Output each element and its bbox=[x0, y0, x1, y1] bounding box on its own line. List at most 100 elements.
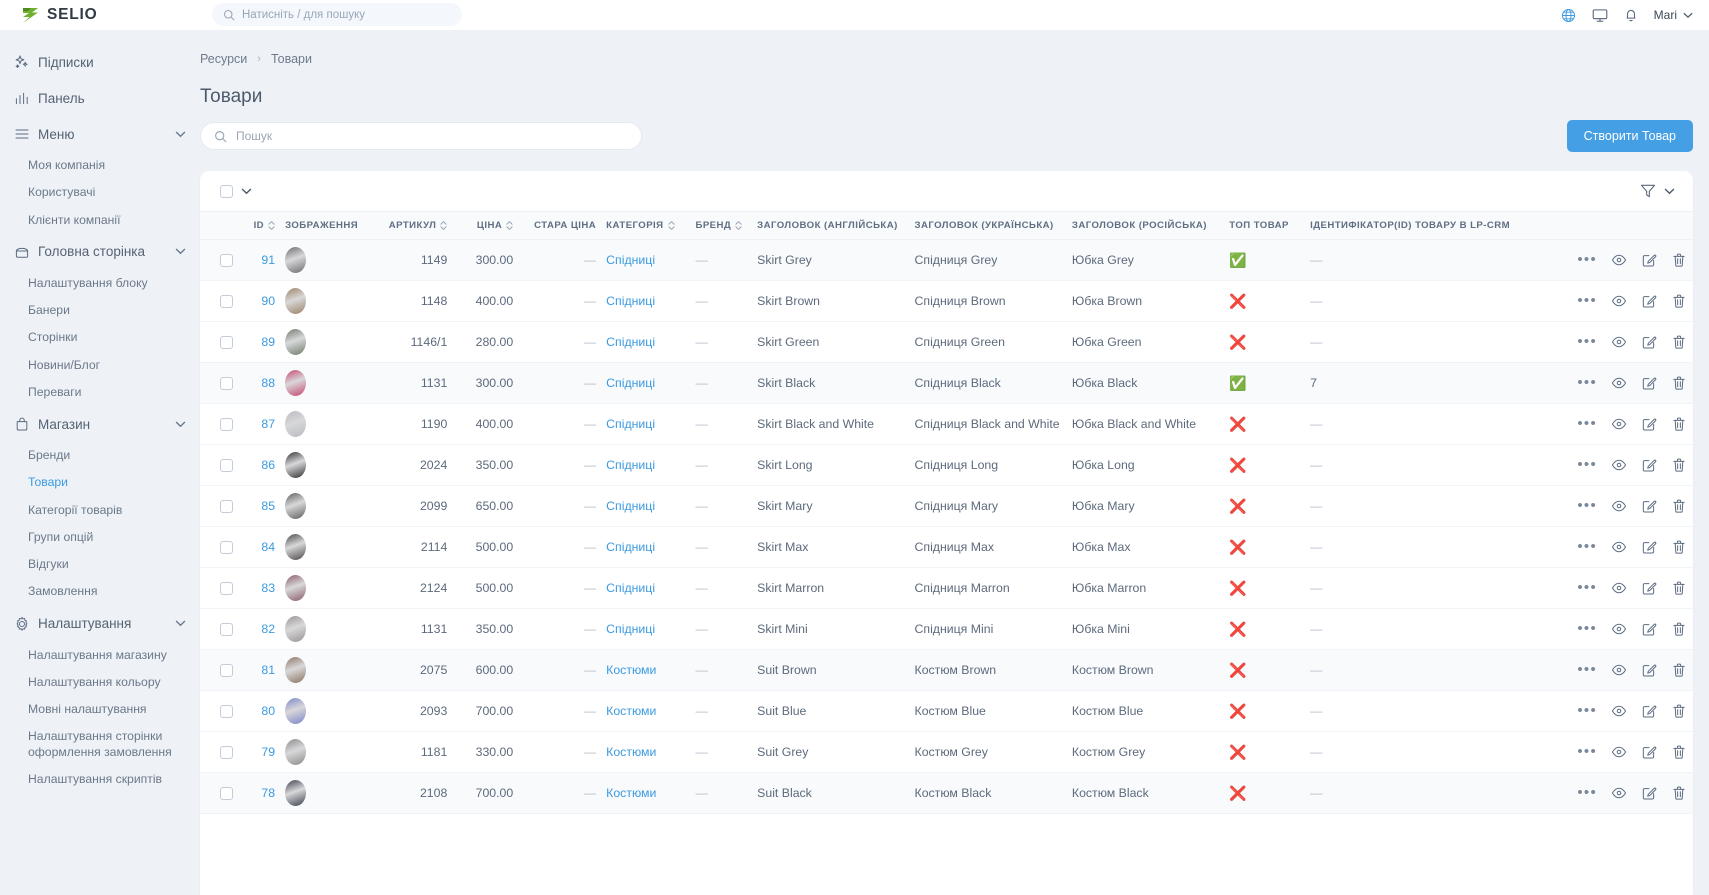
trash-icon[interactable] bbox=[1671, 662, 1687, 678]
eye-icon[interactable] bbox=[1611, 580, 1627, 596]
trash-icon[interactable] bbox=[1671, 293, 1687, 309]
product-thumbnail[interactable] bbox=[285, 493, 307, 519]
category-link[interactable]: Спідниці bbox=[606, 335, 656, 349]
table-row[interactable]: 85 2099 650.00 — Спідниці — Skirt Mary Спідниця… bbox=[200, 485, 1693, 527]
row-checkbox[interactable] bbox=[220, 335, 233, 349]
filter-icon[interactable] bbox=[1640, 183, 1656, 199]
sidebar-subitem-замовлення[interactable]: Замовлення bbox=[28, 584, 98, 599]
select-all-checkbox[interactable] bbox=[220, 184, 233, 198]
sidebar-subitem-категорії-товарів[interactable]: Категорії товарів bbox=[28, 502, 123, 517]
category-link[interactable]: Спідниці bbox=[606, 294, 656, 308]
more-icon[interactable]: ••• bbox=[1577, 415, 1597, 433]
product-thumbnail[interactable] bbox=[285, 575, 307, 601]
eye-icon[interactable] bbox=[1611, 457, 1627, 473]
product-id-link[interactable]: 86 bbox=[261, 458, 276, 472]
more-icon[interactable]: ••• bbox=[1577, 538, 1597, 556]
eye-icon[interactable] bbox=[1611, 539, 1627, 555]
table-row[interactable]: 87 1190 400.00 — Спідниці — Skirt Black and Wh… bbox=[200, 403, 1693, 445]
sidebar-item-панель[interactable]: Панель bbox=[0, 80, 200, 116]
edit-icon[interactable] bbox=[1641, 498, 1657, 514]
product-thumbnail[interactable] bbox=[285, 534, 307, 560]
sort-icon[interactable] bbox=[735, 220, 742, 231]
eye-icon[interactable] bbox=[1611, 744, 1627, 760]
th-cat[interactable]: КАТЕГОРІЯ bbox=[606, 211, 696, 240]
eye-icon[interactable] bbox=[1611, 498, 1627, 514]
product-thumbnail[interactable] bbox=[285, 288, 307, 314]
trash-icon[interactable] bbox=[1671, 252, 1687, 268]
sidebar-subitem-моя-компанія[interactable]: Моя компанія bbox=[28, 158, 106, 172]
more-icon[interactable]: ••• bbox=[1577, 661, 1597, 679]
sidebar-subitem-групи-опцій[interactable]: Групи опцій bbox=[28, 529, 94, 544]
edit-icon[interactable] bbox=[1641, 744, 1657, 760]
table-row[interactable]: 91 1149 300.00 — Спідниці — Skirt Grey Спідниця… bbox=[200, 239, 1693, 281]
trash-icon[interactable] bbox=[1671, 498, 1687, 514]
trash-icon[interactable] bbox=[1671, 703, 1687, 719]
global-search-input[interactable]: Натисніть / для пошуку bbox=[212, 3, 462, 26]
category-link[interactable]: Спідниці bbox=[606, 376, 656, 390]
edit-icon[interactable] bbox=[1641, 621, 1657, 637]
category-link[interactable]: Спідниці bbox=[606, 622, 656, 636]
row-checkbox[interactable] bbox=[220, 581, 233, 595]
trash-icon[interactable] bbox=[1671, 539, 1687, 555]
edit-icon[interactable] bbox=[1641, 375, 1657, 391]
chevron-down-icon[interactable] bbox=[175, 421, 186, 428]
product-id-link[interactable]: 81 bbox=[261, 663, 276, 677]
row-checkbox[interactable] bbox=[220, 540, 233, 554]
category-link[interactable]: Спідниці bbox=[606, 417, 656, 431]
edit-icon[interactable] bbox=[1641, 252, 1657, 268]
product-thumbnail[interactable] bbox=[285, 247, 307, 273]
row-checkbox[interactable] bbox=[220, 417, 233, 431]
product-thumbnail[interactable] bbox=[285, 698, 307, 724]
product-id-link[interactable]: 89 bbox=[261, 335, 276, 349]
product-id-link[interactable]: 78 bbox=[261, 786, 276, 800]
sort-icon[interactable] bbox=[440, 220, 447, 231]
product-id-link[interactable]: 82 bbox=[261, 622, 276, 636]
product-thumbnail[interactable] bbox=[285, 657, 307, 683]
table-row[interactable]: 84 2114 500.00 — Спідниці — Skirt Max Спідниця … bbox=[200, 526, 1693, 568]
eye-icon[interactable] bbox=[1611, 662, 1627, 678]
th-sku[interactable]: АРТИКУЛ bbox=[365, 211, 458, 240]
sidebar-item-магазин[interactable]: Магазин bbox=[0, 406, 200, 442]
product-id-link[interactable]: 83 bbox=[261, 581, 276, 595]
chevron-down-icon[interactable] bbox=[175, 131, 186, 138]
th-brand[interactable]: БРЕНД bbox=[695, 211, 758, 240]
eye-icon[interactable] bbox=[1611, 416, 1627, 432]
more-icon[interactable]: ••• bbox=[1577, 292, 1597, 310]
sidebar-subitem-переваги[interactable]: Переваги bbox=[28, 384, 82, 399]
sort-icon[interactable] bbox=[506, 220, 513, 231]
row-checkbox[interactable] bbox=[220, 786, 233, 800]
more-icon[interactable]: ••• bbox=[1577, 251, 1597, 269]
product-id-link[interactable]: 79 bbox=[261, 745, 276, 759]
row-checkbox[interactable] bbox=[220, 458, 233, 472]
edit-icon[interactable] bbox=[1641, 703, 1657, 719]
edit-icon[interactable] bbox=[1641, 785, 1657, 801]
table-row[interactable]: 83 2124 500.00 — Спідниці — Skirt Marron Спідни… bbox=[200, 567, 1693, 609]
table-row[interactable]: 79 1181 330.00 — Костюми — Suit Grey Костюм Gre… bbox=[200, 731, 1693, 773]
row-checkbox[interactable] bbox=[220, 745, 233, 759]
more-icon[interactable]: ••• bbox=[1577, 579, 1597, 597]
eye-icon[interactable] bbox=[1611, 334, 1627, 350]
sidebar-subitem-мовні-налаштування[interactable]: Мовні налаштування bbox=[28, 702, 147, 716]
eye-icon[interactable] bbox=[1611, 621, 1627, 637]
table-row[interactable]: 90 1148 400.00 — Спідниці — Skirt Brown Спідниц… bbox=[200, 280, 1693, 322]
product-thumbnail[interactable] bbox=[285, 452, 307, 478]
sidebar-subitem-новини-блог[interactable]: Новини/Блог bbox=[28, 357, 101, 372]
sidebar-subitem-налаштування-скриптів[interactable]: Налаштування скриптів bbox=[28, 771, 162, 786]
category-link[interactable]: Спідниці bbox=[606, 581, 656, 595]
more-icon[interactable]: ••• bbox=[1577, 374, 1597, 392]
category-link[interactable]: Спідниці bbox=[606, 499, 656, 513]
row-checkbox[interactable] bbox=[220, 704, 233, 718]
category-link[interactable]: Костюми bbox=[606, 663, 657, 677]
row-checkbox[interactable] bbox=[220, 622, 233, 636]
product-id-link[interactable]: 90 bbox=[261, 294, 276, 308]
sort-icon[interactable] bbox=[667, 220, 675, 231]
filter-chevron-icon[interactable] bbox=[1664, 188, 1675, 195]
sidebar-subitem-банери[interactable]: Банери bbox=[28, 303, 70, 317]
table-row[interactable]: 89 1146/1 280.00 — Спідниці — Skirt Green Спідн… bbox=[200, 321, 1693, 363]
eye-icon[interactable] bbox=[1611, 703, 1627, 719]
more-icon[interactable]: ••• bbox=[1577, 456, 1597, 474]
sidebar-subitem-налаштування-блоку[interactable]: Налаштування блоку bbox=[28, 275, 148, 290]
table-row[interactable]: 78 2108 700.00 — Костюми — Suit Black Костюм Bl… bbox=[200, 772, 1693, 814]
trash-icon[interactable] bbox=[1671, 744, 1687, 760]
category-link[interactable]: Спідниці bbox=[606, 458, 656, 472]
